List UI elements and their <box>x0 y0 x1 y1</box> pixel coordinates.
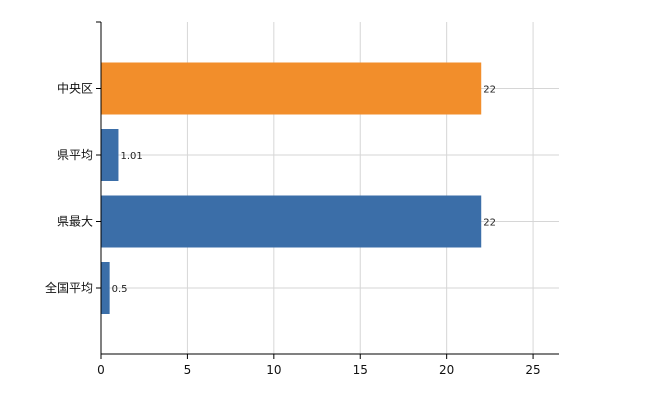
axes <box>96 21 559 359</box>
x-tick-label: 25 <box>525 363 540 377</box>
category-label: 県最大 <box>57 215 93 229</box>
bars <box>101 62 482 314</box>
x-tick-label: 20 <box>439 363 454 377</box>
category-label: 県平均 <box>57 148 93 162</box>
category-label: 全国平均 <box>45 280 93 295</box>
data-label: 22 <box>483 218 496 229</box>
bar-1 <box>101 62 482 115</box>
x-tick-label: 10 <box>266 363 281 377</box>
category-label: 中央区 <box>57 81 93 96</box>
bar-2 <box>101 129 119 181</box>
data-label: 0.5 <box>112 284 128 295</box>
data-label: 22 <box>483 85 496 96</box>
data-label: 1.01 <box>120 151 142 162</box>
bar-4 <box>101 262 110 314</box>
bar-3 <box>101 195 482 248</box>
x-tick-label: 5 <box>184 363 192 377</box>
x-tick-label: 15 <box>353 363 368 377</box>
x-tick-label: 0 <box>97 363 105 377</box>
